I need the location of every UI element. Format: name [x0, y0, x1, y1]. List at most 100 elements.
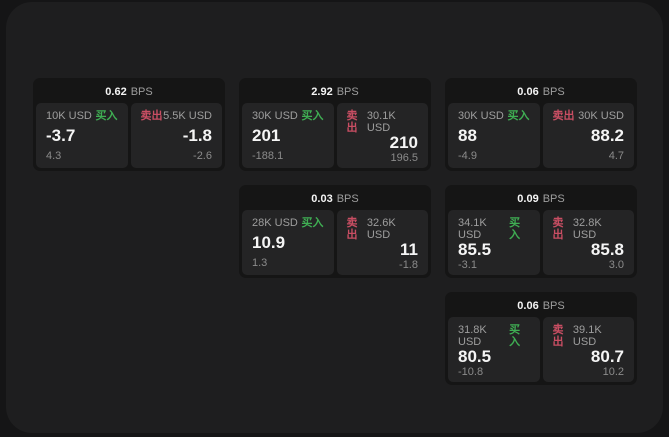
buy-delta: -10.8: [458, 366, 484, 378]
sell-price: 88.2: [590, 126, 624, 145]
sell-delta: -2.6: [193, 150, 212, 162]
pane-row: 10K USD 买入 -3.7 4.3 卖出 5.5K USD -1.8 -2.…: [36, 103, 222, 168]
card-header: 2.92 BPS: [242, 81, 428, 103]
pane-row: 34.1K USD 买入 85.5 -3.1 卖出 32.8K USD 85.8…: [448, 210, 634, 275]
pane-top: 10K USD 买入: [46, 110, 118, 122]
buy-amount: 34.1K USD: [458, 217, 487, 241]
sell-side-label: 卖出: [552, 324, 564, 348]
buy-delta: -4.9: [458, 150, 477, 162]
buy-side-label: 买入: [507, 110, 530, 122]
sell-delta: 10.2: [602, 366, 624, 378]
sell-price: -1.8: [182, 126, 212, 145]
sell-amount: 32.6K USD: [366, 217, 396, 241]
sell-delta: 4.7: [608, 150, 624, 162]
buy-pane[interactable]: 34.1K USD 买入 85.5 -3.1: [448, 210, 540, 275]
buy-delta: 1.3: [252, 257, 268, 269]
buy-amount: 30K USD: [458, 110, 504, 122]
quote-card-6: 0.06 BPS 31.8K USD 买入 80.5 -10.8 卖: [445, 292, 637, 385]
buy-delta: -3.1: [458, 259, 477, 271]
bps-unit-label: BPS: [336, 193, 359, 205]
card-header: 0.06 BPS: [448, 295, 634, 317]
bps-unit-label: BPS: [542, 86, 565, 98]
pane-row: 30K USD 买入 88 -4.9 卖出 30K USD 88.2 4.7: [448, 103, 634, 168]
buy-side-label: 买入: [509, 324, 521, 348]
pane-top: 卖出 32.6K USD: [347, 217, 419, 241]
buy-price: 201: [252, 126, 281, 145]
buy-amount: 31.8K USD: [458, 324, 487, 348]
buy-pane[interactable]: 10K USD 买入 -3.7 4.3: [36, 103, 128, 168]
sell-amount: 32.8K USD: [572, 217, 602, 241]
sell-amount: 30K USD: [578, 110, 624, 122]
sell-pane[interactable]: 卖出 32.6K USD 11 -1.8: [336, 210, 428, 275]
pane-row: 30K USD 买入 201 -188.1 卖出 30.1K USD 210 1…: [242, 103, 428, 168]
pane-row: 28K USD 买入 10.9 1.3 卖出 32.6K USD 11 -1.8: [242, 210, 428, 275]
buy-pane[interactable]: 30K USD 买入 201 -188.1: [242, 103, 334, 168]
quote-card-grid: 0.62 BPS 10K USD 买入 -3.7 4.3 卖出: [33, 78, 637, 385]
sell-price: 80.7: [590, 347, 624, 366]
pane-top: 卖出 39.1K USD: [553, 324, 625, 348]
pane-top: 卖出 32.8K USD: [553, 217, 625, 241]
sell-pane[interactable]: 卖出 5.5K USD -1.8 -2.6: [130, 103, 222, 168]
buy-side-label: 买入: [301, 217, 324, 229]
sell-delta: 196.5: [390, 152, 418, 164]
buy-amount: 10K USD: [46, 110, 92, 122]
buy-price: 88: [458, 126, 477, 145]
bps-value: 0.06: [517, 300, 539, 312]
pane-top: 卖出 30K USD: [553, 110, 625, 122]
pane-top: 31.8K USD 买入: [458, 324, 530, 348]
bps-value: 0.03: [311, 193, 333, 205]
sell-pane[interactable]: 卖出 32.8K USD 85.8 3.0: [542, 210, 634, 275]
quote-card-5: 0.09 BPS 34.1K USD 买入 85.5 -3.1 卖出: [445, 185, 637, 278]
sell-pane[interactable]: 卖出 30K USD 88.2 4.7: [542, 103, 634, 168]
bps-value: 0.62: [105, 86, 127, 98]
buy-pane[interactable]: 31.8K USD 买入 80.5 -10.8: [448, 317, 540, 382]
bps-value: 0.06: [517, 86, 539, 98]
sell-pane[interactable]: 卖出 39.1K USD 80.7 10.2: [542, 317, 634, 382]
buy-amount: 30K USD: [252, 110, 298, 122]
buy-price: 10.9: [252, 233, 286, 252]
buy-pane[interactable]: 30K USD 买入 88 -4.9: [448, 103, 540, 168]
buy-price: 80.5: [458, 347, 492, 366]
sell-side-label: 卖出: [552, 110, 575, 122]
sell-price: 85.8: [590, 240, 624, 259]
card-header: 0.09 BPS: [448, 188, 634, 210]
sell-side-label: 卖出: [140, 110, 163, 122]
sell-side-label: 卖出: [346, 217, 358, 241]
sell-pane[interactable]: 卖出 30.1K USD 210 196.5: [336, 103, 428, 168]
pane-row: 31.8K USD 买入 80.5 -10.8 卖出 39.1K USD 80.…: [448, 317, 634, 382]
bps-unit-label: BPS: [336, 86, 359, 98]
quote-card-4: 0.03 BPS 28K USD 买入 10.9 1.3 卖出: [239, 185, 431, 278]
quote-card-1: 0.62 BPS 10K USD 买入 -3.7 4.3 卖出: [33, 78, 225, 171]
pane-top: 卖出 30.1K USD: [347, 110, 419, 134]
quote-card-2: 2.92 BPS 30K USD 买入 201 -188.1 卖出: [239, 78, 431, 171]
card-header: 0.06 BPS: [448, 81, 634, 103]
pane-top: 卖出 5.5K USD: [141, 110, 213, 122]
quote-card-3: 0.06 BPS 30K USD 买入 88 -4.9 卖出: [445, 78, 637, 171]
buy-price: 85.5: [458, 240, 492, 259]
bps-unit-label: BPS: [542, 193, 565, 205]
sell-price: 210: [389, 133, 418, 152]
bps-unit-label: BPS: [130, 86, 153, 98]
bps-unit-label: BPS: [542, 300, 565, 312]
sell-price: 11: [400, 240, 418, 259]
buy-delta: 4.3: [46, 150, 62, 162]
buy-price: -3.7: [46, 126, 76, 145]
card-header: 0.62 BPS: [36, 81, 222, 103]
sell-delta: -1.8: [399, 259, 418, 271]
pane-top: 28K USD 买入: [252, 217, 324, 229]
buy-amount: 28K USD: [252, 217, 298, 229]
buy-side-label: 买入: [509, 217, 521, 241]
card-header: 0.03 BPS: [242, 188, 428, 210]
pane-top: 30K USD 买入: [458, 110, 530, 122]
sell-amount: 30.1K USD: [366, 110, 396, 134]
buy-side-label: 买入: [95, 110, 118, 122]
buy-pane[interactable]: 28K USD 买入 10.9 1.3: [242, 210, 334, 275]
buy-delta: -188.1: [252, 150, 284, 162]
sell-side-label: 卖出: [346, 110, 358, 134]
bps-value: 2.92: [311, 86, 333, 98]
sell-side-label: 卖出: [552, 217, 564, 241]
sell-amount: 39.1K USD: [572, 324, 602, 348]
app-panel: 0.62 BPS 10K USD 买入 -3.7 4.3 卖出: [6, 2, 663, 433]
buy-side-label: 买入: [301, 110, 324, 122]
